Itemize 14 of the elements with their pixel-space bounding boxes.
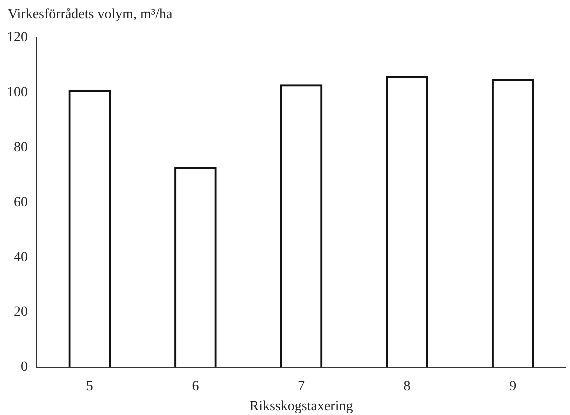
y-tick-label: 100: [7, 86, 28, 101]
x-axis-title: Riksskogstaxering: [250, 399, 354, 414]
x-tick-label: 8: [404, 379, 411, 394]
y-tick-label: 0: [21, 360, 28, 376]
x-tick-label: 5: [86, 379, 94, 394]
x-tick-label: 6: [192, 379, 200, 394]
y-axis-title: Virkesförrådets volym, m³/ha: [8, 8, 174, 23]
x-tick-label: 7: [298, 379, 305, 394]
y-tick-label: 20: [14, 305, 28, 320]
y-tick-label: 80: [14, 140, 28, 156]
y-tick-label: 40: [14, 250, 28, 266]
y-tick-label: 120: [7, 30, 28, 46]
x-tick-label: 9: [510, 379, 517, 394]
y-tick-label: 60: [14, 195, 28, 210]
